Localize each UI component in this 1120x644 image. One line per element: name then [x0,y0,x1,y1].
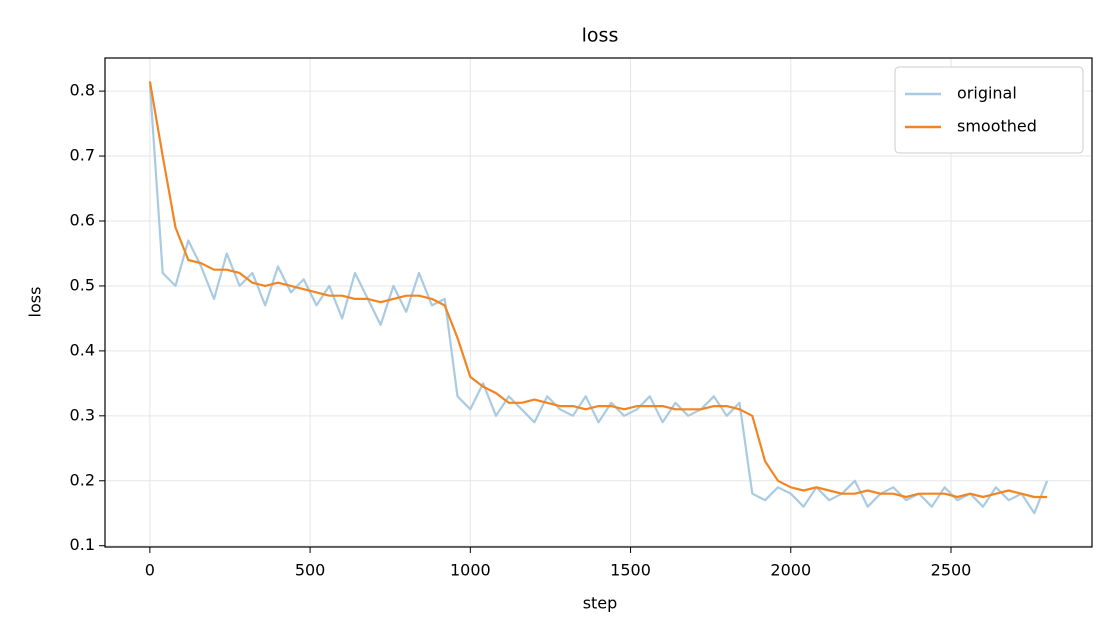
line [148,81,1048,499]
x-tick-label: 2500 [931,561,972,580]
x-tick-label: 1000 [450,561,491,580]
y-tick-label: 0.7 [70,146,95,165]
y-tick-label: 0.4 [70,340,95,359]
plot-frame [104,57,1093,548]
x-tick-label: 500 [295,561,326,580]
y-tick-label: 0.6 [70,211,95,230]
x-tick-label: 0 [145,561,155,580]
x-tick-label: 1500 [610,561,651,580]
x-axis-label: step [583,594,618,613]
y-tick-label: 0.3 [70,405,95,424]
y-tick-label: 0.8 [70,81,95,100]
y-axis-label: loss [26,287,45,318]
legend-box [894,66,1084,154]
y-tick-label: 0.5 [70,275,95,294]
y-tick-label: 0.2 [70,470,95,489]
line [148,84,1049,515]
chart-title: loss [582,25,619,47]
legend-label: smoothed [957,117,1037,136]
legend-label: original [957,84,1017,103]
y-tick-label: 0.1 [70,535,95,554]
x-tick-label: 2000 [770,561,811,580]
